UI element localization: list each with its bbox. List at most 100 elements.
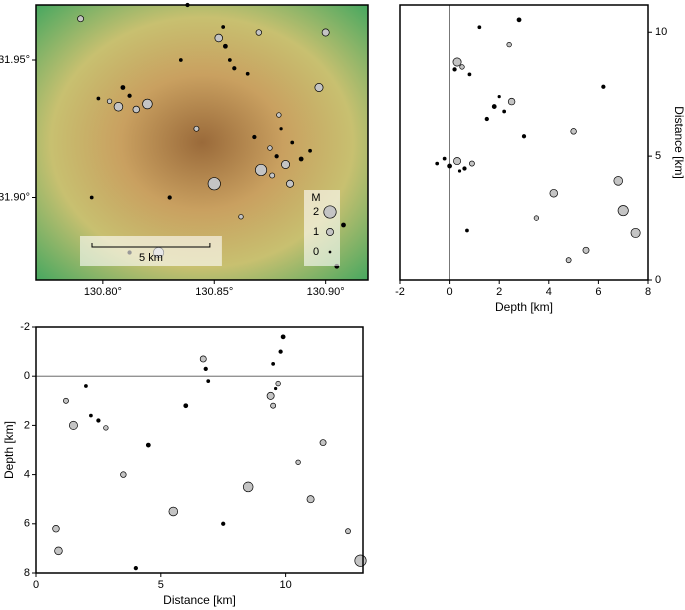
data-point: [549, 189, 558, 198]
data-point: [203, 366, 208, 371]
data-point: [232, 66, 237, 71]
data-point: [269, 172, 276, 179]
data-point: [113, 102, 124, 112]
data-point: [630, 227, 641, 238]
plot-frame: [35, 326, 364, 574]
data-point: [221, 25, 226, 29]
y-tick-label: 2: [24, 419, 30, 431]
data-point: [183, 403, 189, 409]
data-point: [459, 64, 465, 70]
data-point: [457, 169, 462, 173]
data-point: [506, 41, 512, 48]
data-point: [295, 459, 301, 465]
data-point: [570, 128, 577, 135]
data-point: [442, 156, 447, 161]
legend-symbol: [323, 205, 337, 219]
data-point: [521, 134, 527, 139]
data-point: [286, 179, 294, 188]
data-point: [314, 83, 324, 92]
scale-bar-label: 5 km: [139, 252, 163, 264]
legend-label: 2: [313, 206, 319, 218]
data-point: [477, 25, 482, 30]
data-point: [221, 521, 226, 526]
x-tick-label: 10: [279, 579, 291, 591]
data-point: [127, 93, 132, 98]
legend-symbol: [326, 228, 334, 236]
data-point: [168, 506, 179, 517]
data-point: [245, 71, 250, 76]
data-point: [290, 140, 295, 145]
data-point: [142, 98, 153, 110]
data-point: [255, 29, 262, 36]
x-tick-label: 130.90°: [307, 286, 345, 298]
data-point: [491, 104, 497, 109]
data-point: [206, 379, 211, 383]
data-point: [452, 67, 457, 72]
data-point: [84, 384, 88, 388]
data-point: [120, 85, 126, 90]
legend-label: 1: [313, 226, 319, 238]
data-point: [167, 195, 172, 200]
data-point: [270, 402, 277, 409]
legend-title: M: [311, 192, 320, 204]
data-point: [227, 58, 232, 62]
data-point: [467, 72, 472, 77]
data-point: [281, 160, 291, 169]
y-tick-label: 31.90°: [0, 191, 30, 203]
data-point: [255, 163, 268, 177]
data-point: [617, 205, 629, 217]
data-point: [274, 154, 279, 159]
data-point: [275, 380, 281, 387]
data-point: [502, 109, 507, 114]
data-point: [96, 418, 101, 423]
data-point: [274, 386, 278, 391]
data-point: [266, 391, 275, 400]
data-point: [341, 222, 346, 228]
y-tick-label: 4: [24, 469, 30, 481]
data-point: [279, 127, 283, 131]
data-point: [298, 156, 304, 162]
y-tick-label: 8: [24, 567, 30, 579]
data-point: [214, 33, 223, 43]
data-point: [447, 163, 452, 169]
data-point: [516, 17, 522, 23]
data-point: [613, 176, 623, 186]
legend-symbol: [328, 250, 332, 254]
data-point: [462, 166, 467, 171]
data-point: [278, 349, 283, 354]
data-point: [178, 58, 183, 62]
plot-frame: [399, 4, 649, 281]
y-tick-label: 0: [24, 370, 30, 382]
data-point: [252, 134, 257, 140]
data-point: [435, 161, 440, 166]
data-point: [308, 148, 312, 153]
data-point: [52, 525, 60, 533]
plot-frame: [35, 4, 369, 281]
data-point: [271, 362, 276, 366]
x-tick-label: 0: [447, 286, 453, 298]
scale-bar-box: [80, 236, 222, 266]
data-point: [601, 84, 606, 89]
x-axis-label: Depth [km]: [495, 300, 553, 314]
data-point: [193, 125, 200, 132]
data-point: [106, 98, 113, 104]
data-point: [345, 528, 351, 535]
data-point: [582, 246, 590, 254]
data-point: [267, 145, 273, 151]
data-point: [63, 397, 69, 404]
data-point: [354, 554, 367, 567]
data-point: [319, 439, 327, 447]
x-tick-label: 4: [546, 286, 552, 298]
data-point: [465, 228, 469, 233]
data-point: [54, 546, 63, 556]
x-tick-label: 8: [645, 286, 651, 298]
data-point: [199, 355, 207, 363]
scale-bar: [91, 243, 211, 248]
y-axis-label: Distance [km]: [672, 106, 685, 179]
x-tick-label: 5: [158, 579, 164, 591]
data-point: [280, 334, 286, 340]
data-point: [133, 565, 138, 571]
data-point: [276, 112, 282, 118]
data-point: [207, 177, 221, 191]
